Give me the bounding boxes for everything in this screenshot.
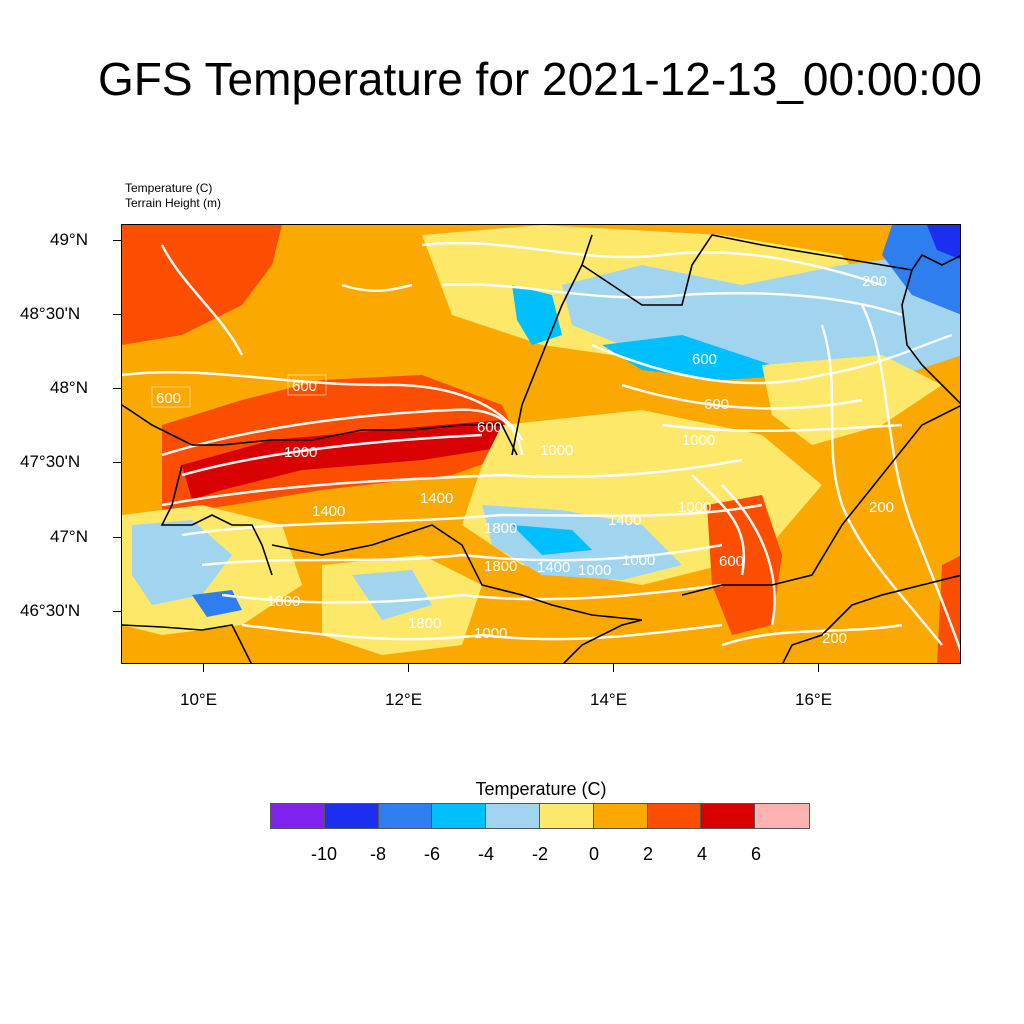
map-title: GFS Temperature for 2021-12-13_00:00:00 xyxy=(98,53,982,105)
contour-label: 1400 xyxy=(312,503,345,520)
contour-label: 600 xyxy=(292,378,317,395)
temperature-region-coldest xyxy=(927,225,960,260)
lat-label: 46°30'N xyxy=(20,601,81,620)
contour-label: 600 xyxy=(719,553,744,570)
temperature-field-label: Temperature (C) xyxy=(125,181,213,195)
colorbar-tick-label: -6 xyxy=(423,844,441,864)
map-panel: 600 600 1000 600 1000 1400 1400 1800 180… xyxy=(121,224,961,664)
lat-tick xyxy=(113,240,121,241)
contour-label: 600 xyxy=(477,419,502,436)
temperature-region-cool-south xyxy=(352,570,432,620)
temperature-region-hot-core xyxy=(182,420,517,500)
contour-label: 1000 xyxy=(622,552,655,569)
lon-tick xyxy=(613,664,614,672)
colorbar-swatch xyxy=(378,804,433,828)
lat-label: 47°N xyxy=(50,527,88,546)
colorbar-swatch xyxy=(647,804,702,828)
temperature-region-cool-sw xyxy=(132,520,232,605)
field-labels: Temperature (C) Terrain Height (m) xyxy=(125,181,221,211)
temperature-region-cold-nw xyxy=(512,285,562,345)
contour-label: 1800 xyxy=(267,593,300,610)
terrain-field-label: Terrain Height (m) xyxy=(125,196,222,210)
colorbar-tick-label: 4 xyxy=(696,844,708,864)
colorbar-swatch xyxy=(755,804,809,828)
colorbar-swatch xyxy=(539,804,594,828)
lon-label: 14°E xyxy=(590,690,628,709)
lon-label: 16°E xyxy=(795,690,833,709)
lat-tick xyxy=(113,611,121,612)
lat-label: 48°30'N xyxy=(20,304,81,323)
colorbar-tick-label: -10 xyxy=(310,844,338,864)
contour-label: 1800 xyxy=(484,558,517,575)
colorbar-tick-label: -2 xyxy=(531,844,549,864)
contour-label: 200 xyxy=(822,630,847,647)
contour-label: 1000 xyxy=(540,442,573,459)
contour-label: 1800 xyxy=(408,615,441,632)
lon-label: 10°E xyxy=(180,690,218,709)
colorbar-tick-label: 6 xyxy=(750,844,762,864)
contour-label: 1400 xyxy=(537,559,570,576)
colorbar xyxy=(270,803,810,829)
colorbar-tick-label: 0 xyxy=(588,844,600,864)
contour-label: 200 xyxy=(869,499,894,516)
colorbar-swatch xyxy=(432,804,487,828)
contour-label: 1400 xyxy=(420,490,453,507)
contour-label: 200 xyxy=(862,273,887,290)
temperature-region-warm-west xyxy=(122,225,282,345)
lat-tick xyxy=(113,314,121,315)
contour-label: 1000 xyxy=(474,625,507,642)
contour-label: 600 xyxy=(692,351,717,368)
lon-label: 12°E xyxy=(385,690,423,709)
colorbar-title: Temperature (C) xyxy=(475,779,607,799)
colorbar-swatch xyxy=(324,804,379,828)
lat-tick xyxy=(113,462,121,463)
colorbar-swatch xyxy=(593,804,648,828)
lon-tick xyxy=(408,664,409,672)
contour-label: 1000 xyxy=(284,444,317,461)
colorbar-swatch xyxy=(701,804,756,828)
map-svg: 600 600 1000 600 1000 1400 1400 1800 180… xyxy=(122,225,960,663)
contour-label: 1000 xyxy=(678,499,711,516)
lat-label: 49°N xyxy=(50,230,88,249)
lat-tick xyxy=(113,388,121,389)
colorbar-swatch xyxy=(486,804,540,828)
colorbar-tick-label: -8 xyxy=(369,844,387,864)
contour-label: 1000 xyxy=(578,562,611,579)
contour-label: 1400 xyxy=(608,512,641,529)
lat-label: 47°30'N xyxy=(20,452,81,471)
contour-label: 1800 xyxy=(484,520,517,537)
lat-label: 48°N xyxy=(50,378,88,397)
lon-tick xyxy=(203,664,204,672)
lat-tick xyxy=(113,537,121,538)
colorbar-tick-label: -4 xyxy=(477,844,495,864)
temperature-region-cold-central xyxy=(512,525,592,555)
contour-label: 1000 xyxy=(682,432,715,449)
country-borders xyxy=(122,234,960,663)
contour-label: 600 xyxy=(704,396,729,413)
terrain-contours xyxy=(122,241,960,654)
colorbar-tick-label: 2 xyxy=(642,844,654,864)
temperature-region-cold-ne xyxy=(602,335,802,380)
lon-tick xyxy=(818,664,819,672)
colorbar-swatch xyxy=(271,804,325,828)
contour-labels: 600 600 1000 600 1000 1400 1400 1800 180… xyxy=(151,273,894,647)
contour-label: 600 xyxy=(156,390,181,407)
